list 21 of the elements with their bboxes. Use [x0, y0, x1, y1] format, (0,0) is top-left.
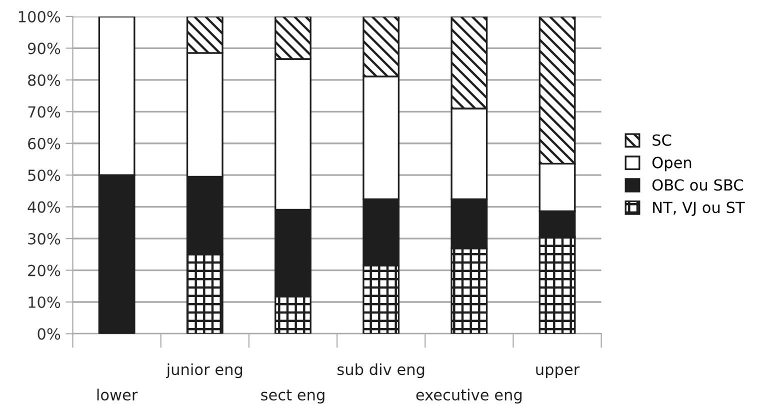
x-tick-label: lower — [97, 388, 138, 401]
x-tick-label: upper — [536, 366, 580, 378]
legend-label: Open — [652, 156, 692, 172]
y-tick-label: 30% — [28, 233, 60, 245]
y-tick-label: 20% — [28, 264, 60, 276]
y-tick-label: 50% — [28, 170, 60, 182]
y-tick-label: 80% — [28, 74, 60, 86]
legend-label: SC — [652, 134, 672, 146]
legend-label: NT, VJ ou ST — [653, 202, 745, 216]
y-tick-label: 40% — [28, 201, 60, 213]
x-tick-label: junior eng — [166, 363, 242, 378]
y-tick-label: 90% — [28, 42, 60, 54]
legend-label: OBC ou SBC — [652, 179, 744, 191]
y-tick-label: 60% — [28, 138, 60, 150]
x-tick-label: sect eng — [261, 390, 324, 404]
y-tick-label: 0% — [38, 328, 60, 340]
y-tick-label: 70% — [28, 106, 60, 118]
x-tick-label: executive eng — [416, 388, 522, 404]
x-tick-label: sub div eng — [338, 363, 424, 378]
y-tick-label: 100% — [18, 10, 60, 22]
y-tick-label: 10% — [28, 296, 60, 308]
